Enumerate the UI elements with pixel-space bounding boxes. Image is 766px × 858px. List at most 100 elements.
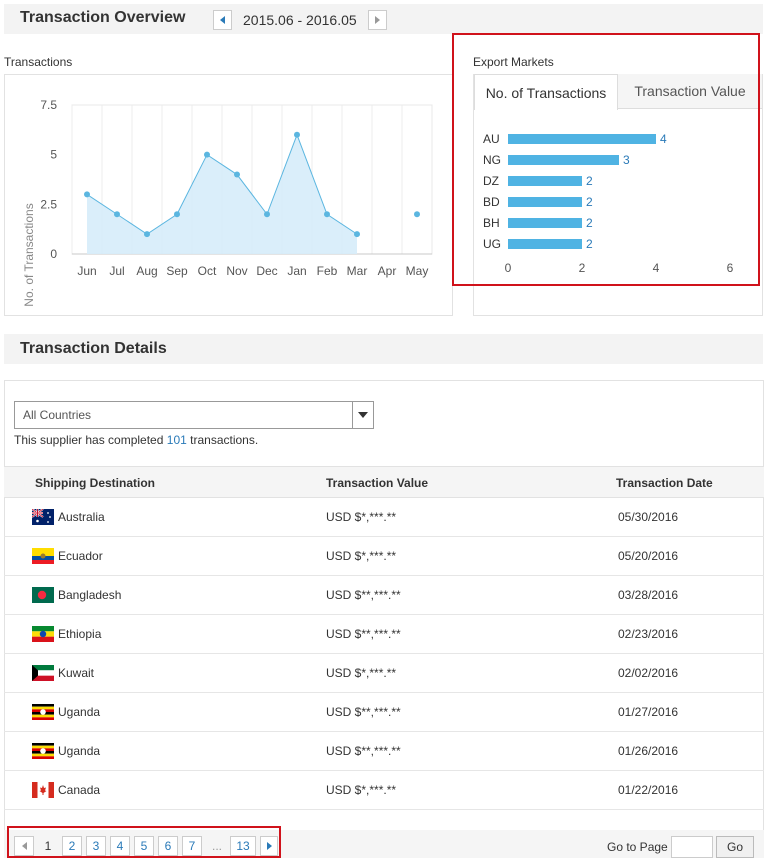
table-row: Canada USD $*,***.** 01/22/2016 [4, 771, 764, 810]
x-tick-label: Dec [256, 264, 277, 278]
summary-suffix: transactions. [190, 433, 259, 447]
y-tick-label: 0 [50, 247, 57, 261]
bar[interactable] [508, 155, 619, 165]
column-header-value: Transaction Value [326, 476, 429, 490]
bar-value-label: 2 [586, 237, 593, 251]
chevron-down-icon [358, 412, 368, 418]
row-date: 05/30/2016 [618, 510, 679, 524]
table-row: Kuwait USD $*,***.** 02/02/2016 [4, 654, 764, 693]
chevron-right-icon [266, 842, 272, 850]
date-range-nav: 2015.06 - 2016.05 [213, 10, 387, 30]
column-header-destination: Shipping Destination [35, 476, 155, 490]
details-table-header: Shipping Destination Transaction Value T… [4, 466, 764, 498]
bar-category-label: DZ [483, 174, 499, 188]
row-country: Uganda [58, 744, 101, 758]
row-date: 02/23/2016 [618, 627, 679, 641]
transactions-summary: This supplier has completed 101 transact… [14, 433, 258, 447]
transaction-count: 101 [166, 433, 187, 447]
uganda-flag-icon [32, 743, 54, 759]
page-button-3[interactable]: 3 [86, 836, 106, 856]
table-row: Bangladesh USD $**,***.** 03/28/2016 [4, 576, 764, 615]
page-button-2[interactable]: 2 [62, 836, 82, 856]
bar[interactable] [508, 176, 582, 186]
bar-value-label: 2 [586, 174, 593, 188]
data-point[interactable] [144, 231, 150, 238]
country-filter-value: All Countries [23, 408, 92, 422]
row-value: USD $**,***.** [326, 744, 401, 758]
row-date: 05/20/2016 [618, 549, 679, 563]
data-point[interactable] [324, 211, 330, 218]
bar-category-label: NG [483, 153, 501, 167]
page-button-6[interactable]: 6 [158, 836, 178, 856]
bar-value-label: 4 [660, 132, 667, 146]
row-date: 02/02/2016 [618, 666, 679, 680]
x-tick-label: Sep [166, 264, 188, 278]
row-value: USD $*,***.** [326, 666, 397, 680]
data-point[interactable] [114, 211, 120, 218]
row-country: Uganda [58, 705, 101, 719]
next-range-button[interactable] [367, 10, 387, 30]
x-tick-label: 4 [653, 261, 660, 275]
page-button-1[interactable]: 1 [44, 839, 52, 853]
dropdown-toggle[interactable] [352, 402, 373, 428]
table-row: Ethiopia USD $**,***.** 02/23/2016 [4, 615, 764, 654]
country-filter-select[interactable]: All Countries [14, 401, 374, 429]
x-tick-label: Jun [77, 264, 96, 278]
data-point[interactable] [294, 131, 300, 138]
data-point[interactable] [414, 211, 420, 218]
page-button-4[interactable]: 4 [110, 836, 130, 856]
table-row: Ecuador USD $*,***.** 05/20/2016 [4, 537, 764, 576]
goto-page-input[interactable] [671, 836, 713, 858]
row-country: Australia [58, 510, 105, 524]
bar-category-label: AU [483, 132, 500, 146]
row-country: Kuwait [58, 666, 95, 680]
x-tick-label: 6 [727, 261, 734, 275]
bar[interactable] [508, 239, 582, 249]
series-area [87, 134, 357, 254]
export-markets-panel [473, 74, 763, 316]
transactions-panel-label: Transactions [4, 55, 73, 69]
y-tick-label: 7.5 [40, 98, 57, 112]
canada-flag-icon [32, 782, 54, 798]
prev-page-button[interactable] [14, 836, 34, 856]
australia-flag-icon [32, 509, 54, 525]
page-button-7[interactable]: 7 [182, 836, 202, 856]
table-row: Uganda USD $**,***.** 01/27/2016 [4, 693, 764, 732]
bar[interactable] [508, 197, 582, 207]
export-markets-tabs: No. of Transactions Transaction Value [474, 74, 762, 110]
transactions-chart-panel: 0 2.5 5 7.5 Jun Jul Aug Sep Oct Nov Dec Jan Feb Mar Ap… [4, 74, 453, 316]
bar[interactable] [508, 134, 656, 144]
data-point[interactable] [264, 211, 270, 218]
x-tick-label: Oct [198, 264, 217, 278]
data-point[interactable] [84, 191, 90, 198]
x-tick-label: Aug [136, 264, 157, 278]
row-date: 01/27/2016 [618, 705, 679, 719]
data-point[interactable] [174, 211, 180, 218]
bar[interactable] [508, 218, 582, 228]
table-row: Australia USD $*,***.** 05/30/2016 [4, 498, 764, 537]
next-page-button[interactable] [260, 836, 278, 856]
chevron-left-icon [220, 16, 225, 24]
x-tick-label: Feb [317, 264, 338, 278]
prev-range-button[interactable] [213, 10, 232, 30]
uganda-flag-icon [32, 704, 54, 720]
bangladesh-flag-icon [32, 587, 54, 603]
page-button-5[interactable]: 5 [134, 836, 154, 856]
row-country: Ethiopia [58, 627, 102, 641]
chevron-right-icon [374, 16, 380, 24]
x-tick-label: 2 [579, 261, 586, 275]
export-markets-bar-chart: AU 4 NG 3 DZ 2 BD 2 BH 2 UG 2 0 2 4 6 [483, 132, 734, 275]
y-tick-label: 2.5 [40, 197, 57, 211]
page-button-last[interactable]: 13 [230, 836, 256, 856]
bar-category-label: UG [483, 237, 501, 251]
data-point[interactable] [354, 231, 360, 238]
go-button[interactable]: Go [716, 836, 754, 858]
row-date: 03/28/2016 [618, 588, 679, 602]
data-point[interactable] [204, 151, 210, 158]
tab-no-of-transactions[interactable]: No. of Transactions [474, 74, 618, 110]
bar-category-label: BD [483, 195, 500, 209]
data-point[interactable] [234, 171, 240, 178]
goto-page-label: Go to Page [607, 840, 668, 854]
bar-category-label: BH [483, 216, 500, 230]
tab-transaction-value[interactable]: Transaction Value [618, 74, 762, 109]
